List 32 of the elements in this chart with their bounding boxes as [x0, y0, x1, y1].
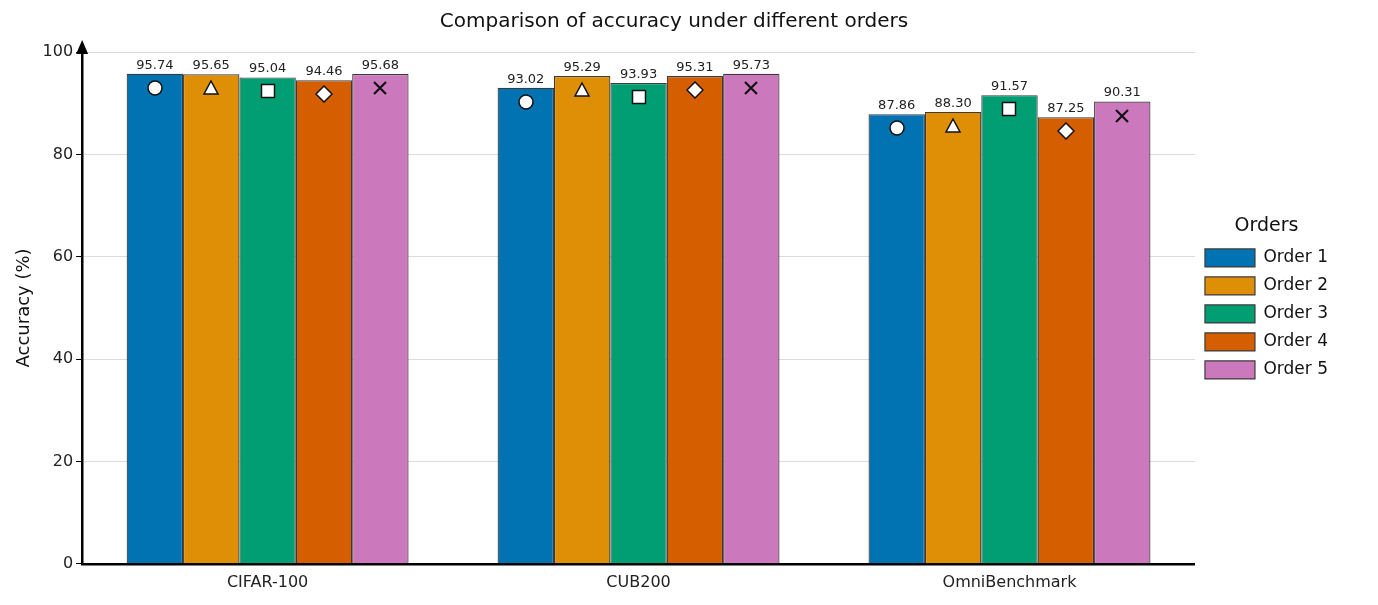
data-label: 95.74	[136, 56, 174, 72]
data-label: 95.73	[732, 56, 770, 72]
data-label: 90.31	[1103, 84, 1141, 100]
data-label: 95.65	[192, 57, 230, 73]
x-tick-label: CUB200	[606, 571, 671, 591]
legend-label: Order 3	[1263, 302, 1328, 323]
legend-label: Order 2	[1263, 274, 1328, 295]
data-label: 95.31	[676, 58, 714, 74]
data-label: 87.25	[1047, 100, 1085, 116]
data-label: 95.04	[249, 60, 287, 76]
data-label: 87.86	[878, 97, 916, 113]
y-tick-label: 20	[52, 450, 74, 470]
legend-label: Order 4	[1263, 330, 1328, 351]
data-label: 95.29	[563, 58, 601, 74]
y-axis-title: Accuracy (%)	[12, 248, 34, 368]
data-label: 91.57	[990, 78, 1029, 94]
data-label: 93.93	[619, 65, 658, 81]
y-tick-label: 40	[52, 348, 74, 368]
y-tick-label: 100	[42, 41, 74, 61]
legend-title: Orders	[1234, 212, 1299, 235]
x-tick-label: CIFAR-100	[226, 571, 309, 591]
legend-label: Order 1	[1263, 246, 1328, 267]
data-label: 95.68	[361, 56, 399, 72]
legend-label: Order 5	[1263, 358, 1328, 379]
y-tick-label: 80	[52, 143, 74, 163]
y-tick-label: 60	[52, 245, 74, 265]
data-label: 88.30	[934, 94, 972, 110]
data-label: 94.46	[305, 63, 343, 79]
x-tick-label: OmniBenchmark	[942, 571, 1078, 591]
y-tick-label: 0	[62, 552, 74, 572]
data-label: 93.02	[507, 70, 545, 86]
chart-title: Comparison of accuracy under different orders	[439, 8, 909, 33]
